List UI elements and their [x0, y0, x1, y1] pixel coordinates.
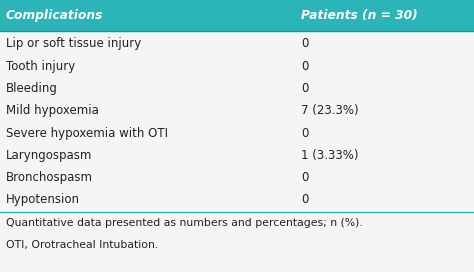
Text: 0: 0	[301, 193, 309, 206]
Text: Patients (n = 30): Patients (n = 30)	[301, 9, 418, 22]
Text: 0: 0	[301, 60, 309, 73]
Text: Bleeding: Bleeding	[6, 82, 57, 95]
Text: Complications: Complications	[6, 9, 103, 22]
Text: Hypotension: Hypotension	[6, 193, 80, 206]
Text: Tooth injury: Tooth injury	[6, 60, 75, 73]
Text: Quantitative data presented as numbers and percentages; n (%).: Quantitative data presented as numbers a…	[6, 218, 363, 228]
Text: 0: 0	[301, 82, 309, 95]
Text: Lip or soft tissue injury: Lip or soft tissue injury	[6, 37, 141, 50]
Text: 0: 0	[301, 171, 309, 184]
Text: Laryngospasm: Laryngospasm	[6, 149, 92, 162]
Text: 1 (3.33%): 1 (3.33%)	[301, 149, 358, 162]
Bar	[0, 0, 474, 31]
Text: OTI, Orotracheal Intubation.: OTI, Orotracheal Intubation.	[6, 240, 158, 250]
Text: 0: 0	[301, 37, 309, 50]
Text: Bronchospasm: Bronchospasm	[6, 171, 93, 184]
Text: Severe hypoxemia with OTI: Severe hypoxemia with OTI	[6, 126, 168, 140]
Text: 0: 0	[301, 126, 309, 140]
Text: 7 (23.3%): 7 (23.3%)	[301, 104, 359, 117]
Text: Mild hypoxemia: Mild hypoxemia	[6, 104, 99, 117]
